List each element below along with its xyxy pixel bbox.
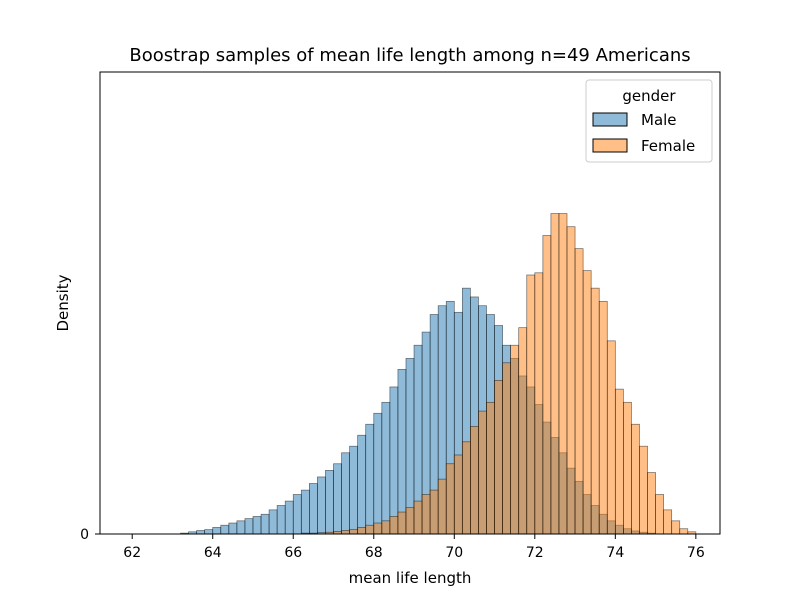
bar-female-9: [373, 522, 383, 535]
legend-label-male: Male: [641, 111, 677, 129]
bar-female-18: [445, 463, 455, 535]
bar-male-23: [309, 483, 318, 535]
bar-female-24: [494, 380, 503, 535]
bar-female-37: [598, 300, 608, 535]
bar-female-16: [429, 489, 439, 535]
x-tick-label: 62: [123, 545, 141, 561]
bar-female-13: [405, 507, 415, 535]
bar-female-10: [381, 520, 391, 535]
bar-female-46: [671, 520, 681, 535]
bar-male-11: [212, 527, 222, 535]
bars-layer: [180, 213, 697, 535]
legend: gender Male Female: [585, 79, 713, 163]
bar-male-15: [244, 518, 254, 535]
bar-female-20: [461, 441, 471, 535]
bar-male-10: [204, 529, 214, 535]
bar-female-30: [542, 235, 552, 535]
bar-female-31: [550, 213, 560, 535]
bar-female-17: [437, 478, 447, 535]
bar-male-25: [325, 470, 334, 535]
bar-female-36: [590, 287, 600, 535]
bar-male-9: [196, 530, 206, 535]
bar-female-44: [655, 494, 664, 535]
bar-male-17: [260, 513, 270, 535]
bar-female-14: [413, 500, 423, 535]
bar-male-32: [381, 401, 391, 535]
x-tick-label: 68: [365, 545, 383, 561]
bar-female-42: [639, 445, 648, 535]
x-tick-label: 66: [284, 545, 302, 561]
bar-male-33: [389, 386, 399, 535]
bar-male-16: [252, 516, 262, 535]
bar-female-26: [510, 344, 520, 535]
bar-female-6: [349, 529, 359, 535]
bar-female-11: [389, 516, 399, 535]
bar-male-26: [333, 463, 342, 535]
bar-female-27: [518, 327, 528, 535]
axes-frame: [99, 71, 721, 535]
x-tick-label: 74: [606, 545, 624, 561]
bar-male-18: [268, 509, 278, 535]
x-axis-ticks: 62 64 66 68 70 72 74 76: [123, 534, 705, 561]
x-tick-label: 64: [204, 545, 222, 561]
legend-swatch-male: [592, 112, 628, 127]
bar-female-12: [397, 511, 407, 535]
bar-female-43: [647, 472, 656, 535]
bar-female-33: [566, 226, 576, 535]
bar-female-32: [558, 213, 568, 535]
x-tick-label: 76: [687, 545, 705, 561]
bar-male-12: [220, 524, 230, 535]
y-tick-label: 0: [80, 527, 89, 543]
bar-male-20: [284, 500, 294, 535]
bar-female-40: [623, 401, 632, 535]
bar-male-31: [373, 412, 383, 535]
bar-female-19: [453, 454, 463, 535]
bar-male-28: [349, 445, 359, 535]
legend-title: gender: [622, 87, 676, 105]
bar-male-34: [397, 369, 407, 535]
bar-male-29: [357, 434, 367, 535]
bar-male-13: [228, 522, 238, 535]
bar-female-45: [663, 509, 673, 535]
x-tick-label: 70: [445, 545, 463, 561]
bar-female-39: [614, 388, 624, 535]
bar-female-29: [534, 272, 544, 535]
y-axis-ticks: 0: [80, 527, 100, 543]
y-axis-label: Density: [54, 274, 72, 331]
bar-female-15: [421, 494, 431, 535]
bar-female-34: [574, 248, 584, 535]
bar-female-23: [486, 401, 495, 535]
legend-swatch-female: [592, 138, 628, 153]
bar-female-22: [478, 410, 487, 535]
bar-male-27: [341, 452, 350, 535]
chart-title: Boostrap samples of mean life length amo…: [129, 45, 690, 66]
bar-female-8: [365, 524, 375, 535]
bar-male-22: [300, 489, 310, 535]
bar-male-19: [276, 505, 286, 535]
bar-female-7: [357, 527, 367, 535]
bar-female-21: [470, 426, 479, 535]
bar-female-25: [502, 362, 512, 535]
bar-female-28: [526, 274, 536, 535]
bar-male-30: [365, 423, 375, 535]
bar-male-14: [236, 520, 246, 535]
x-axis-label: mean life length: [349, 569, 472, 587]
bar-male-24: [317, 476, 326, 535]
bar-male-21: [292, 494, 302, 535]
x-tick-label: 72: [526, 545, 544, 561]
bar-female-35: [582, 270, 592, 535]
bar-female-38: [606, 340, 616, 535]
bar-female-5: [341, 530, 350, 535]
legend-label-female: Female: [641, 137, 695, 155]
bar-female-41: [631, 423, 640, 535]
bar-female-47: [679, 528, 689, 535]
